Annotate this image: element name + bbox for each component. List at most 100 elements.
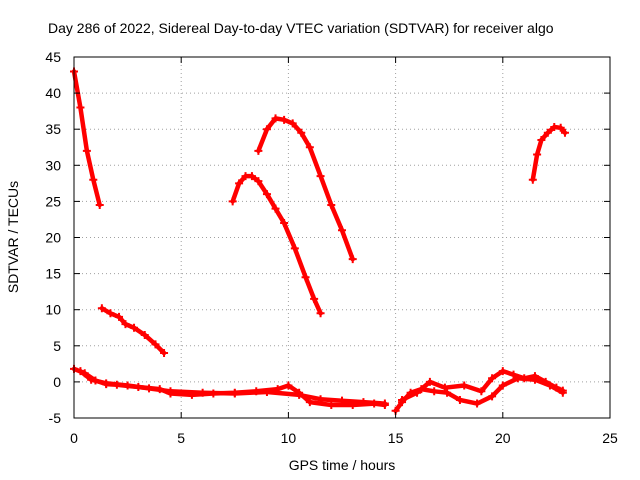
data-point xyxy=(254,177,263,186)
series-line xyxy=(230,173,323,316)
data-point xyxy=(556,123,565,132)
data-point xyxy=(262,388,271,397)
y-tick-label: 20 xyxy=(45,230,61,246)
series-line xyxy=(256,116,355,262)
y-tick-label: 35 xyxy=(45,121,61,137)
data-point xyxy=(310,294,319,303)
axis-ticks: -5 0 5 10 15 20 25 30 35 40 45 0 5 10 15 20 25 xyxy=(45,49,618,446)
data-point xyxy=(413,388,422,397)
data-point xyxy=(247,172,256,181)
data-point xyxy=(498,367,507,376)
data-point xyxy=(102,379,111,388)
data-point xyxy=(359,398,368,407)
data-point xyxy=(558,386,567,395)
data-point xyxy=(316,309,325,318)
series-line xyxy=(78,368,388,406)
data-point xyxy=(488,374,497,383)
data-point xyxy=(130,323,139,332)
data-point xyxy=(87,375,96,384)
data-point xyxy=(297,128,306,137)
x-tick-label: 25 xyxy=(602,430,618,446)
data-point xyxy=(97,304,106,313)
data-point xyxy=(271,114,280,123)
data-point xyxy=(166,387,175,396)
data-point xyxy=(455,395,464,404)
data-point xyxy=(262,190,271,199)
data-point xyxy=(477,387,486,396)
data-point xyxy=(316,395,325,404)
data-point xyxy=(228,197,237,206)
x-tick-label: 10 xyxy=(281,430,297,446)
data-point xyxy=(262,125,271,134)
data-point xyxy=(280,115,289,124)
data-point xyxy=(338,396,346,405)
series-arc-2 xyxy=(97,304,169,358)
data-point xyxy=(327,201,336,210)
data-point xyxy=(151,340,160,349)
data-point xyxy=(106,309,115,318)
data-point xyxy=(305,398,314,407)
data-point xyxy=(82,146,91,155)
data-point xyxy=(498,381,507,390)
data-point xyxy=(560,128,569,137)
x-tick-label: 20 xyxy=(495,430,511,446)
x-tick-label: 15 xyxy=(388,430,404,446)
data-point xyxy=(316,172,325,181)
data-point xyxy=(327,401,336,410)
data-point xyxy=(380,399,389,408)
series-line xyxy=(71,69,102,208)
data-point xyxy=(530,372,539,381)
data-point xyxy=(398,395,407,404)
data-point xyxy=(160,349,169,358)
data-point xyxy=(288,119,297,128)
data-point xyxy=(198,388,207,397)
y-tick-label: 10 xyxy=(45,302,61,318)
data-point xyxy=(235,179,244,188)
y-tick-label: 30 xyxy=(45,157,61,173)
data-point xyxy=(509,370,518,379)
data-point xyxy=(338,226,346,235)
data-point xyxy=(271,204,280,213)
data-point xyxy=(89,175,98,184)
y-tick-label: 5 xyxy=(53,338,61,354)
data-point xyxy=(460,381,469,390)
series-arc-9 xyxy=(398,367,567,404)
data-point xyxy=(528,175,537,184)
x-tick-label: 0 xyxy=(70,430,78,446)
data-point xyxy=(230,389,239,398)
series-arc-4 xyxy=(254,114,357,264)
data-point xyxy=(123,381,132,390)
y-tick-label: 45 xyxy=(45,49,61,65)
y-tick-label: 15 xyxy=(45,266,61,282)
data-point xyxy=(295,390,304,399)
series-arc-3 xyxy=(228,172,325,318)
data-point xyxy=(520,374,529,383)
series-arc-7 xyxy=(76,367,389,408)
y-tick-label: -5 xyxy=(49,410,62,426)
data-point xyxy=(280,219,289,228)
y-tick-label: 40 xyxy=(45,85,61,101)
series-arc-5 xyxy=(528,123,569,184)
y-tick-label: 0 xyxy=(53,374,61,390)
data-point xyxy=(533,150,542,159)
data-point xyxy=(537,136,546,145)
data-point xyxy=(284,381,293,390)
data-series xyxy=(70,67,569,415)
data-point xyxy=(440,383,449,392)
data-point xyxy=(76,367,85,376)
data-point xyxy=(76,103,85,112)
data-point xyxy=(301,273,310,282)
data-point xyxy=(305,143,314,152)
data-point xyxy=(115,312,124,321)
data-point xyxy=(95,201,104,210)
data-point xyxy=(473,399,482,408)
series-line xyxy=(393,376,566,414)
data-point xyxy=(425,377,434,386)
data-point xyxy=(290,244,299,253)
y-axis-label: SDTVAR / TECUs xyxy=(5,181,21,293)
data-point xyxy=(140,330,149,339)
x-tick-label: 5 xyxy=(177,430,185,446)
y-tick-label: 25 xyxy=(45,193,61,209)
data-point xyxy=(145,384,154,393)
